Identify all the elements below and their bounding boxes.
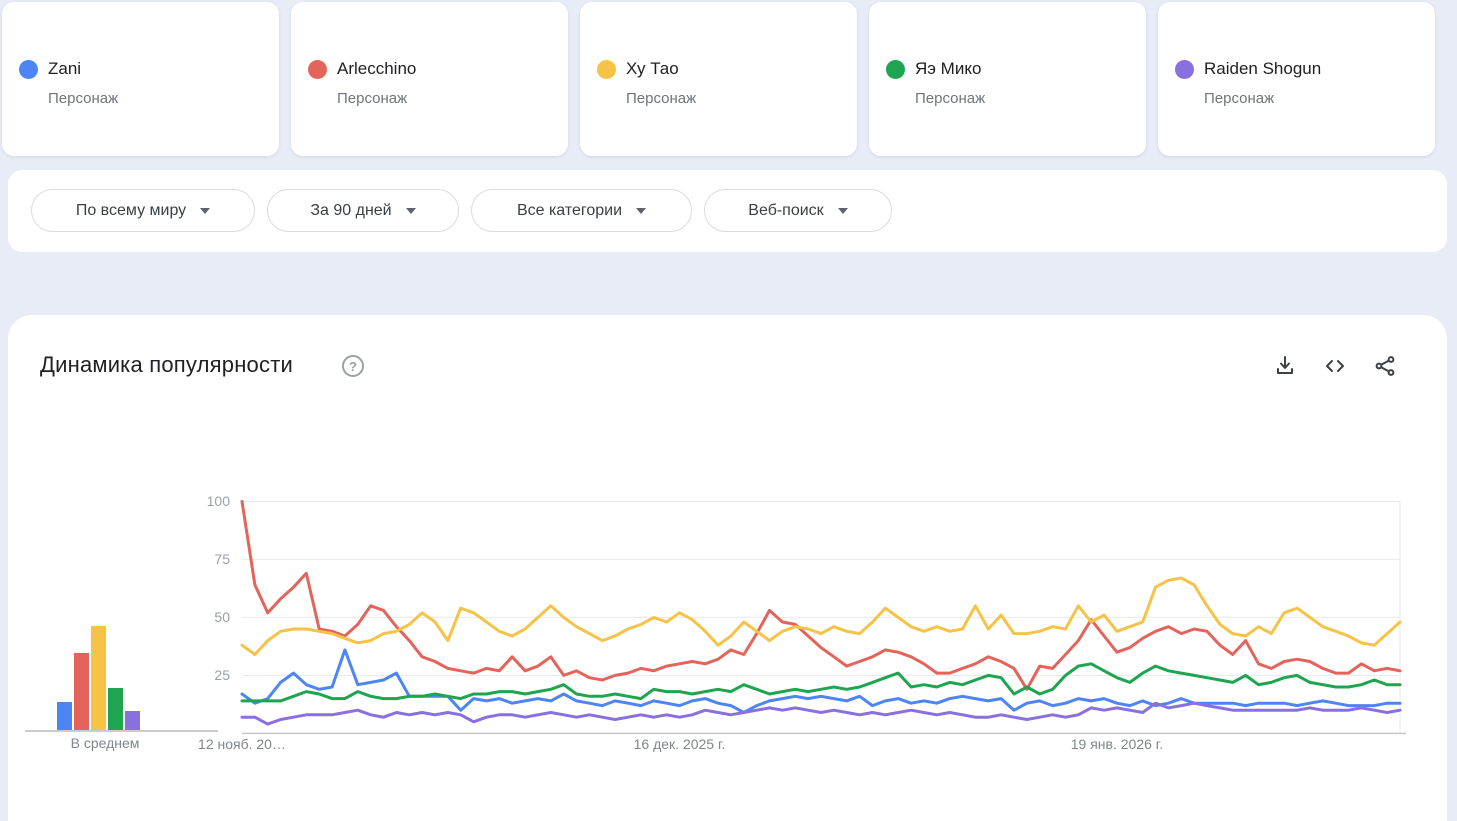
comparison-cards: Zani Персонаж Arlecchino Персонаж Ху Тао… bbox=[2, 2, 1435, 156]
download-icon[interactable] bbox=[1273, 354, 1297, 378]
average-bar-chart bbox=[25, 500, 218, 732]
y-axis-label-25: 25 bbox=[214, 667, 230, 684]
time-filter-dropdown[interactable]: За 90 дней bbox=[267, 189, 459, 232]
search-type-filter-dropdown[interactable]: Веб-поиск bbox=[704, 189, 892, 232]
average-bars bbox=[57, 626, 140, 730]
average-bar-raiden-shogun bbox=[125, 711, 140, 730]
geo-filter-label: По всему миру bbox=[75, 201, 187, 219]
term-type: Персонаж bbox=[48, 90, 119, 107]
term-row: Zani bbox=[19, 59, 81, 79]
series-color-dot bbox=[1175, 59, 1194, 79]
search-type-filter-label: Веб-поиск bbox=[748, 201, 824, 219]
time-filter-label: За 90 дней bbox=[310, 201, 392, 219]
geo-filter-dropdown[interactable]: По всему миру bbox=[31, 189, 255, 232]
trend-line-ху-тао bbox=[240, 576, 1402, 656]
term-name: Arlecchino bbox=[337, 59, 417, 78]
series-color-dot bbox=[19, 59, 38, 79]
chart-toolbar bbox=[1273, 354, 1397, 378]
category-filter-dropdown[interactable]: Все категории bbox=[471, 189, 692, 232]
average-axis-line bbox=[25, 730, 218, 732]
embed-code-icon[interactable] bbox=[1323, 354, 1347, 378]
term-type: Персонаж bbox=[1204, 90, 1275, 107]
share-icon[interactable] bbox=[1373, 354, 1397, 378]
average-bar-ху-тао bbox=[91, 626, 106, 730]
trend-line-arlecchino bbox=[240, 499, 1402, 691]
term-card-zani[interactable]: Zani Персонаж bbox=[2, 2, 279, 156]
term-name: Ху Тао bbox=[626, 59, 679, 78]
chevron-down-icon bbox=[405, 207, 416, 214]
term-name: Raiden Shogun bbox=[1204, 59, 1322, 78]
x-axis-label-1: 16 дек. 2025 г. bbox=[633, 736, 726, 752]
term-type: Персонаж bbox=[915, 90, 986, 107]
term-name: Яэ Мико bbox=[915, 59, 982, 78]
term-type: Персонаж bbox=[626, 90, 697, 107]
trend-line-raiden-shogun bbox=[240, 701, 1402, 726]
y-axis-label-75: 75 bbox=[214, 551, 230, 568]
term-row: Arlecchino bbox=[308, 59, 416, 79]
average-bar-яэ-мико bbox=[108, 688, 123, 730]
series-color-dot bbox=[308, 59, 327, 79]
category-filter-label: Все категории bbox=[516, 201, 623, 219]
interest-over-time-chart bbox=[240, 499, 1406, 735]
term-card-yae-miko[interactable]: Яэ Мико Персонаж bbox=[869, 2, 1146, 156]
y-axis-label-100: 100 bbox=[206, 493, 230, 510]
filter-bar: По всему миру За 90 дней Все категории В… bbox=[8, 170, 1447, 252]
term-row: Raiden Shogun bbox=[1175, 59, 1321, 79]
term-card-raiden-shogun[interactable]: Raiden Shogun Персонаж bbox=[1158, 2, 1435, 156]
term-name: Zani bbox=[48, 59, 82, 78]
term-card-arlecchino[interactable]: Arlecchino Персонаж bbox=[291, 2, 568, 156]
chevron-down-icon bbox=[200, 207, 211, 214]
y-axis-label-50: 50 bbox=[214, 609, 230, 626]
average-label: В среднем bbox=[70, 735, 140, 751]
average-bar-zani bbox=[57, 702, 72, 730]
term-row: Ху Тао bbox=[597, 59, 679, 79]
term-type: Персонаж bbox=[337, 90, 408, 107]
series-color-dot bbox=[886, 59, 905, 79]
help-icon[interactable]: ? bbox=[342, 355, 364, 377]
chevron-down-icon bbox=[636, 207, 647, 214]
series-color-dot bbox=[597, 59, 616, 79]
trend-line-zani bbox=[240, 648, 1402, 714]
average-bar-arlecchino bbox=[74, 653, 89, 730]
x-axis-label-0: 12 нояб. 20… bbox=[198, 736, 286, 752]
chevron-down-icon bbox=[837, 207, 848, 214]
trend-line-яэ-мико bbox=[240, 662, 1402, 703]
term-row: Яэ Мико bbox=[886, 59, 981, 79]
interest-over-time-panel bbox=[8, 315, 1447, 821]
x-axis-label-2: 19 янв. 2026 г. bbox=[1070, 736, 1164, 752]
section-title: Динамика популярности bbox=[40, 352, 293, 377]
term-card-hu-tao[interactable]: Ху Тао Персонаж bbox=[580, 2, 857, 156]
